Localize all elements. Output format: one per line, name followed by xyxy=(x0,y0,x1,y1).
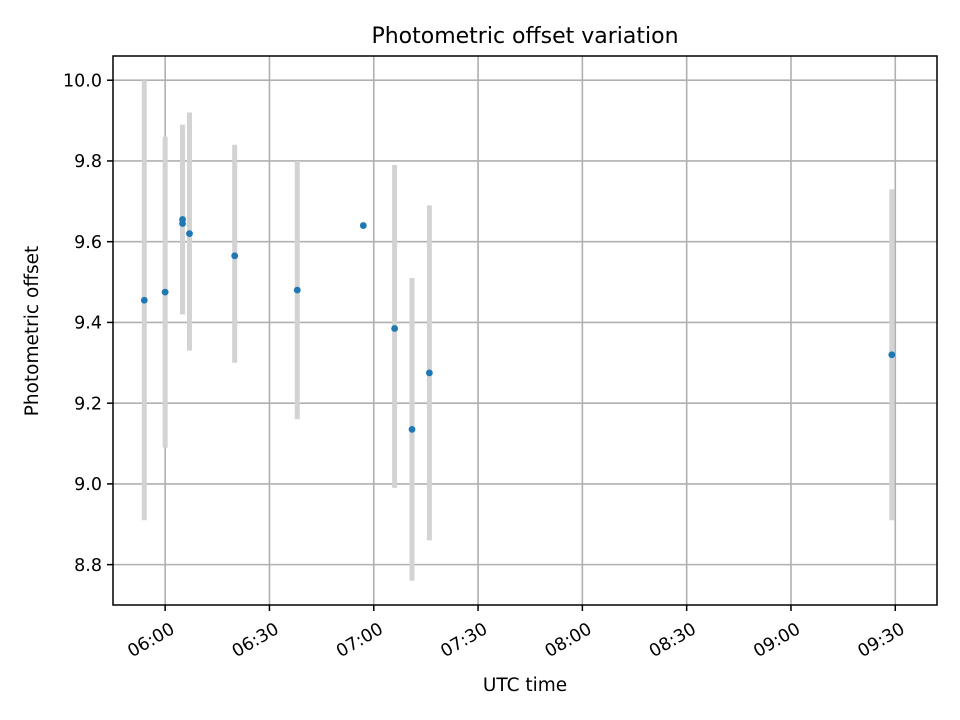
data-point-layer xyxy=(140,216,896,433)
y-tick-label: 9.2 xyxy=(74,394,102,414)
data-point xyxy=(425,369,433,377)
y-axis-label: Photometric offset xyxy=(22,246,43,417)
data-point xyxy=(408,426,416,433)
grid-layer xyxy=(113,56,937,605)
x-tick-label: 08:00 xyxy=(542,619,596,662)
y-tick-label: 8.8 xyxy=(74,556,102,576)
data-point xyxy=(391,325,399,332)
data-point xyxy=(231,252,239,260)
plot-frame xyxy=(112,55,938,606)
y-tick-label: 9.8 xyxy=(74,152,102,172)
x-tick-label: 08:30 xyxy=(646,619,700,662)
x-axis-label: UTC time xyxy=(483,675,567,696)
error-bar-layer xyxy=(141,80,895,581)
data-point xyxy=(140,296,148,304)
x-tick-label: 06:00 xyxy=(125,619,179,662)
data-point xyxy=(293,286,301,294)
x-tick-label: 09:30 xyxy=(855,619,909,662)
chart-title: Photometric offset variation xyxy=(371,24,678,49)
x-tick-label: 07:00 xyxy=(333,619,387,662)
y-tick-label: 9.0 xyxy=(74,475,102,495)
x-tick-label: 06:30 xyxy=(229,619,283,662)
y-tick-label: 9.4 xyxy=(74,314,102,334)
data-point xyxy=(359,222,367,229)
data-point xyxy=(888,351,896,359)
data-point xyxy=(179,220,186,227)
data-point xyxy=(161,288,169,296)
x-tick-label: 07:30 xyxy=(437,619,491,662)
y-tick-layer: 8.8 9.0 9.2 9.4 9.6 9.8 10.0 xyxy=(63,71,113,576)
x-tick-layer: 06:00 06:30 07:00 07:30 08:00 08:30 09:00 09:30 xyxy=(125,605,909,662)
x-tick-label: 09:00 xyxy=(750,619,804,662)
y-tick-label: 9.6 xyxy=(74,233,102,253)
y-tick-label: 10.0 xyxy=(63,71,102,91)
data-point xyxy=(186,230,193,238)
